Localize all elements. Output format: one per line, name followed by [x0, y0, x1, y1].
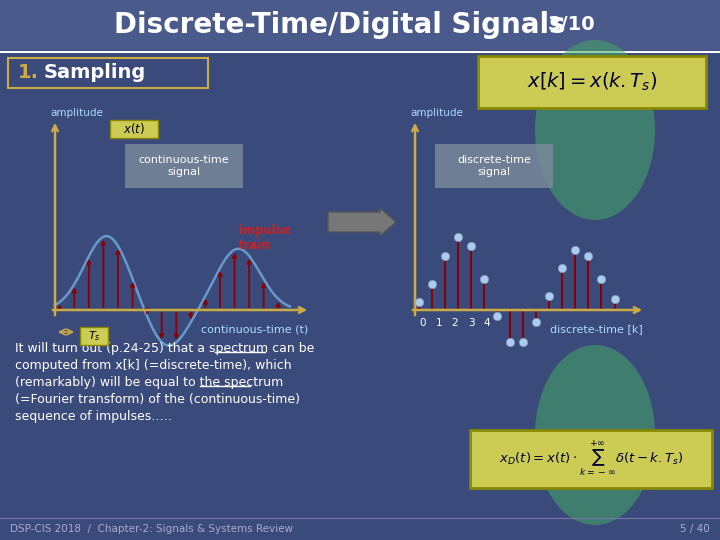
- Text: 3/10: 3/10: [548, 16, 595, 35]
- Text: It will turn out (p.24-25) that a spectrum can be: It will turn out (p.24-25) that a spectr…: [15, 342, 315, 355]
- Bar: [125, 144, 243, 188]
- Text: sequence of impulses…..: sequence of impulses…..: [15, 410, 172, 423]
- Bar: [478, 56, 706, 108]
- Text: computed from x[k] (=discrete-time), which: computed from x[k] (=discrete-time), whi…: [15, 359, 292, 372]
- Text: 3: 3: [468, 318, 474, 328]
- Text: $x_D(t) = x(t)\cdot\sum_{k=-\infty}^{+\infty}\delta(t-k.T_s)$: $x_D(t) = x(t)\cdot\sum_{k=-\infty}^{+\i…: [499, 440, 683, 478]
- Text: continuous-time (t): continuous-time (t): [201, 324, 308, 334]
- Text: 1: 1: [436, 318, 442, 328]
- Text: DSP-CIS 2018  /  Chapter-2: Signals & Systems Review: DSP-CIS 2018 / Chapter-2: Signals & Syst…: [10, 524, 293, 534]
- FancyArrow shape: [328, 208, 396, 236]
- Bar: [0, 0, 720, 50]
- Text: $x(t)$: $x(t)$: [123, 122, 145, 137]
- Text: Discrete-Time/Digital Signals: Discrete-Time/Digital Signals: [114, 11, 566, 39]
- Text: continuous-time
signal: continuous-time signal: [139, 155, 229, 177]
- Bar: [470, 430, 712, 488]
- Ellipse shape: [535, 40, 655, 220]
- Text: $x[k] = x(k.T_s)$: $x[k] = x(k.T_s)$: [527, 71, 657, 93]
- Text: 0: 0: [420, 318, 426, 328]
- Text: 1.: 1.: [18, 64, 39, 83]
- Text: 2: 2: [451, 318, 459, 328]
- Text: (=Fourier transform) of the (continuous-time): (=Fourier transform) of the (continuous-…: [15, 393, 300, 406]
- Text: Sampling: Sampling: [44, 64, 146, 83]
- Ellipse shape: [535, 345, 655, 525]
- Text: 4: 4: [484, 318, 490, 328]
- Bar: [435, 144, 553, 188]
- Text: discrete-time [k]: discrete-time [k]: [550, 324, 643, 334]
- Text: $T_s$: $T_s$: [88, 329, 100, 343]
- Text: (remarkably) will be equal to the spectrum: (remarkably) will be equal to the spectr…: [15, 376, 283, 389]
- Bar: [110, 120, 158, 138]
- Bar: [80, 327, 108, 345]
- Text: amplitude: amplitude: [50, 108, 103, 118]
- Text: discrete-time
signal: discrete-time signal: [457, 155, 531, 177]
- Text: 5 / 40: 5 / 40: [680, 524, 710, 534]
- Bar: [8, 58, 208, 88]
- Text: impulse
train: impulse train: [238, 224, 290, 252]
- Text: amplitude: amplitude: [410, 108, 463, 118]
